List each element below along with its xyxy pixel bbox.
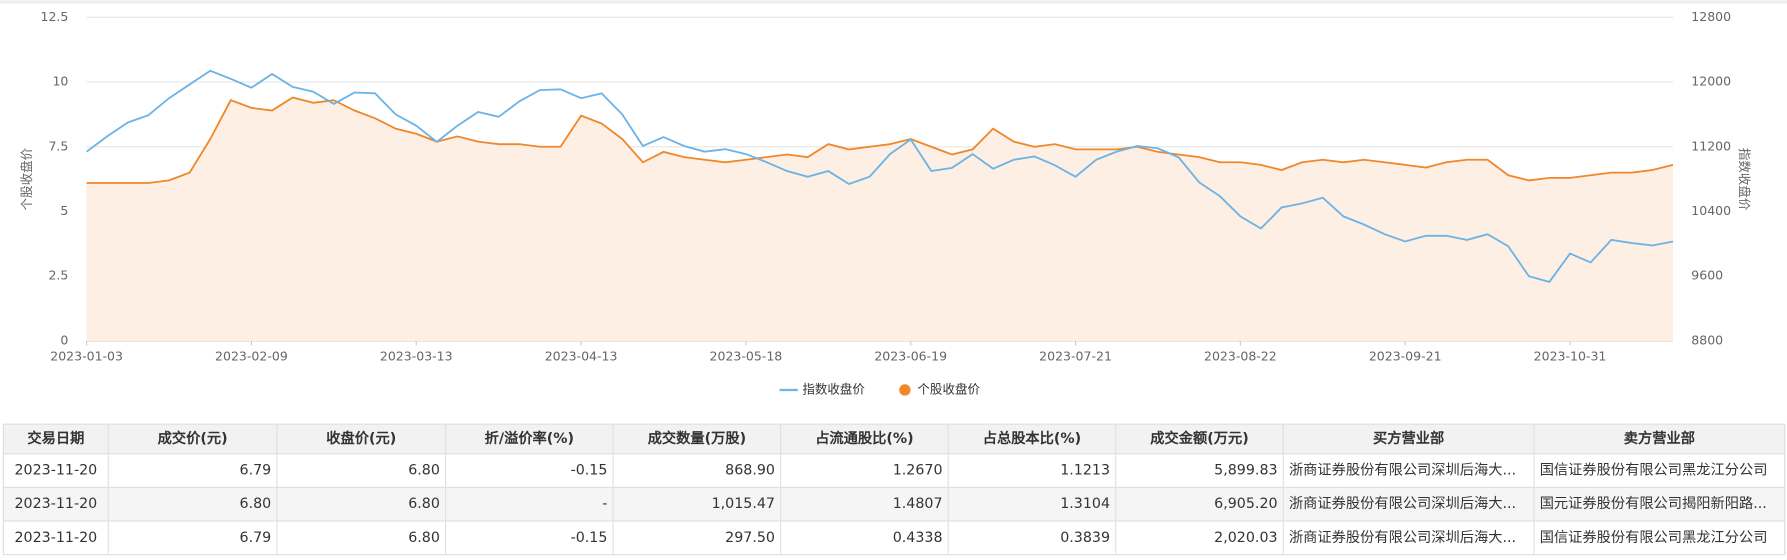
y-tick-label: 2.5 bbox=[48, 268, 68, 283]
table-cell: 6.80 bbox=[408, 530, 440, 546]
header-cell: 收盘价(元) bbox=[326, 429, 396, 447]
legend-swatch bbox=[899, 384, 911, 396]
y2-tick-label: 10400 bbox=[1691, 203, 1731, 218]
y2-axis-title: 指数收盘价 bbox=[1737, 148, 1752, 211]
table-cell: 1,015.47 bbox=[712, 496, 775, 512]
header-cell: 交易日期 bbox=[27, 429, 84, 447]
table-cell: 1.3104 bbox=[1060, 496, 1110, 512]
y-tick-label: 10 bbox=[52, 74, 68, 89]
area bbox=[86, 97, 1674, 341]
table-cell: 5,899.83 bbox=[1214, 463, 1277, 479]
table-cell: 浙商证券股份有限公司深圳后海大... bbox=[1289, 462, 1516, 479]
table-cell: 6,905.20 bbox=[1214, 496, 1277, 512]
table: 交易日期 成交价(元) 收盘价(元) 折/溢价率(%) 成交数量(万股) 占流通股比(%)… bbox=[2, 423, 1786, 556]
table-cell: 297.50 bbox=[725, 530, 775, 546]
y-tick-label: 0 bbox=[60, 332, 68, 347]
x-tick-label: 2023-03-13 bbox=[380, 348, 453, 363]
x-tick-label: 2023-08-22 bbox=[1204, 348, 1277, 363]
table-cell: 1.1213 bbox=[1060, 463, 1110, 479]
x-tick-label: 2023-10-31 bbox=[1534, 348, 1607, 363]
y-tick-label: 12.5 bbox=[41, 9, 69, 24]
header-cell: 成交金额(万元) bbox=[1150, 429, 1248, 447]
table-cell: -0.15 bbox=[571, 530, 608, 546]
header-cell: 占流通股比(%) bbox=[815, 429, 913, 447]
y2-tick-label: 12000 bbox=[1691, 74, 1731, 89]
header-cell: 买方营业部 bbox=[1373, 429, 1444, 447]
line bbox=[86, 96, 1674, 184]
table-cell: 0.4338 bbox=[893, 530, 943, 546]
table-cell: 国元证券股份有限公司揭阳新阳路... bbox=[1540, 495, 1767, 512]
row-bg bbox=[2, 486, 1786, 522]
y2-tick-label: 11200 bbox=[1691, 138, 1731, 153]
row-bg bbox=[2, 453, 1786, 488]
top-border bbox=[0, 0, 1787, 4]
table-cell: 国信证券股份有限公司黑龙江分公司 bbox=[1540, 529, 1768, 546]
x-tick-label: 2023-06-19 bbox=[874, 348, 947, 363]
y-tick-label: 5 bbox=[60, 203, 68, 218]
table-cell: - bbox=[602, 496, 607, 512]
table-cell: 2023-11-20 bbox=[14, 530, 97, 546]
x-tick-label: 2023-04-13 bbox=[545, 348, 618, 363]
header-cell: 占总股本比(%) bbox=[983, 429, 1081, 447]
header-cell: 成交数量(万股) bbox=[648, 429, 746, 447]
legend-label: 个股收盘价 bbox=[917, 381, 980, 396]
header-cell: 折/溢价率(%) bbox=[485, 429, 574, 447]
legend-label: 指数收盘价 bbox=[802, 381, 865, 396]
header-cell: 卖方营业部 bbox=[1624, 429, 1695, 447]
table-cell: 浙商证券股份有限公司深圳后海大... bbox=[1289, 495, 1516, 512]
header-cell: 成交价(元) bbox=[158, 429, 228, 447]
x-tick-label: 2023-05-18 bbox=[710, 348, 783, 363]
table-cell: 1.4807 bbox=[893, 496, 943, 512]
line bbox=[86, 69, 1674, 283]
table-cell: 6.80 bbox=[240, 496, 272, 512]
table-cell: 2023-11-20 bbox=[14, 496, 97, 512]
plot: 0 2.5 5 7.5 10 12.5 8800 9600 10400 11200 12000 128… bbox=[41, 9, 1732, 397]
table-cell: 1.2670 bbox=[893, 463, 943, 479]
x-tick-label: 2023-07-21 bbox=[1039, 348, 1112, 363]
x-tick-label: 2023-09-21 bbox=[1369, 348, 1442, 363]
table-cell: 6.79 bbox=[240, 463, 272, 479]
table-cell: 6.80 bbox=[408, 463, 440, 479]
table-cell: 0.3839 bbox=[1060, 530, 1110, 546]
y2-tick-label: 8800 bbox=[1691, 332, 1723, 347]
table-cell: 6.80 bbox=[408, 496, 440, 512]
y-tick-label: 7.5 bbox=[48, 138, 68, 153]
table-cell: 浙商证券股份有限公司深圳后海大... bbox=[1289, 529, 1516, 546]
table-cell: 868.90 bbox=[725, 463, 775, 479]
x-tick-label: 2023-01-03 bbox=[50, 348, 123, 363]
y-axis-title: 个股收盘价 bbox=[19, 147, 34, 210]
table-cell: 2023-11-20 bbox=[14, 463, 97, 479]
table-cell: -0.15 bbox=[571, 463, 608, 479]
table-cell: 6.79 bbox=[240, 530, 272, 546]
x-tick-label: 2023-02-09 bbox=[215, 348, 288, 363]
table-cell: 国信证券股份有限公司黑龙江分公司 bbox=[1540, 462, 1768, 479]
table-cell: 2,020.03 bbox=[1214, 530, 1277, 546]
y2-tick-label: 9600 bbox=[1691, 268, 1723, 283]
y2-tick-label: 12800 bbox=[1691, 9, 1731, 24]
